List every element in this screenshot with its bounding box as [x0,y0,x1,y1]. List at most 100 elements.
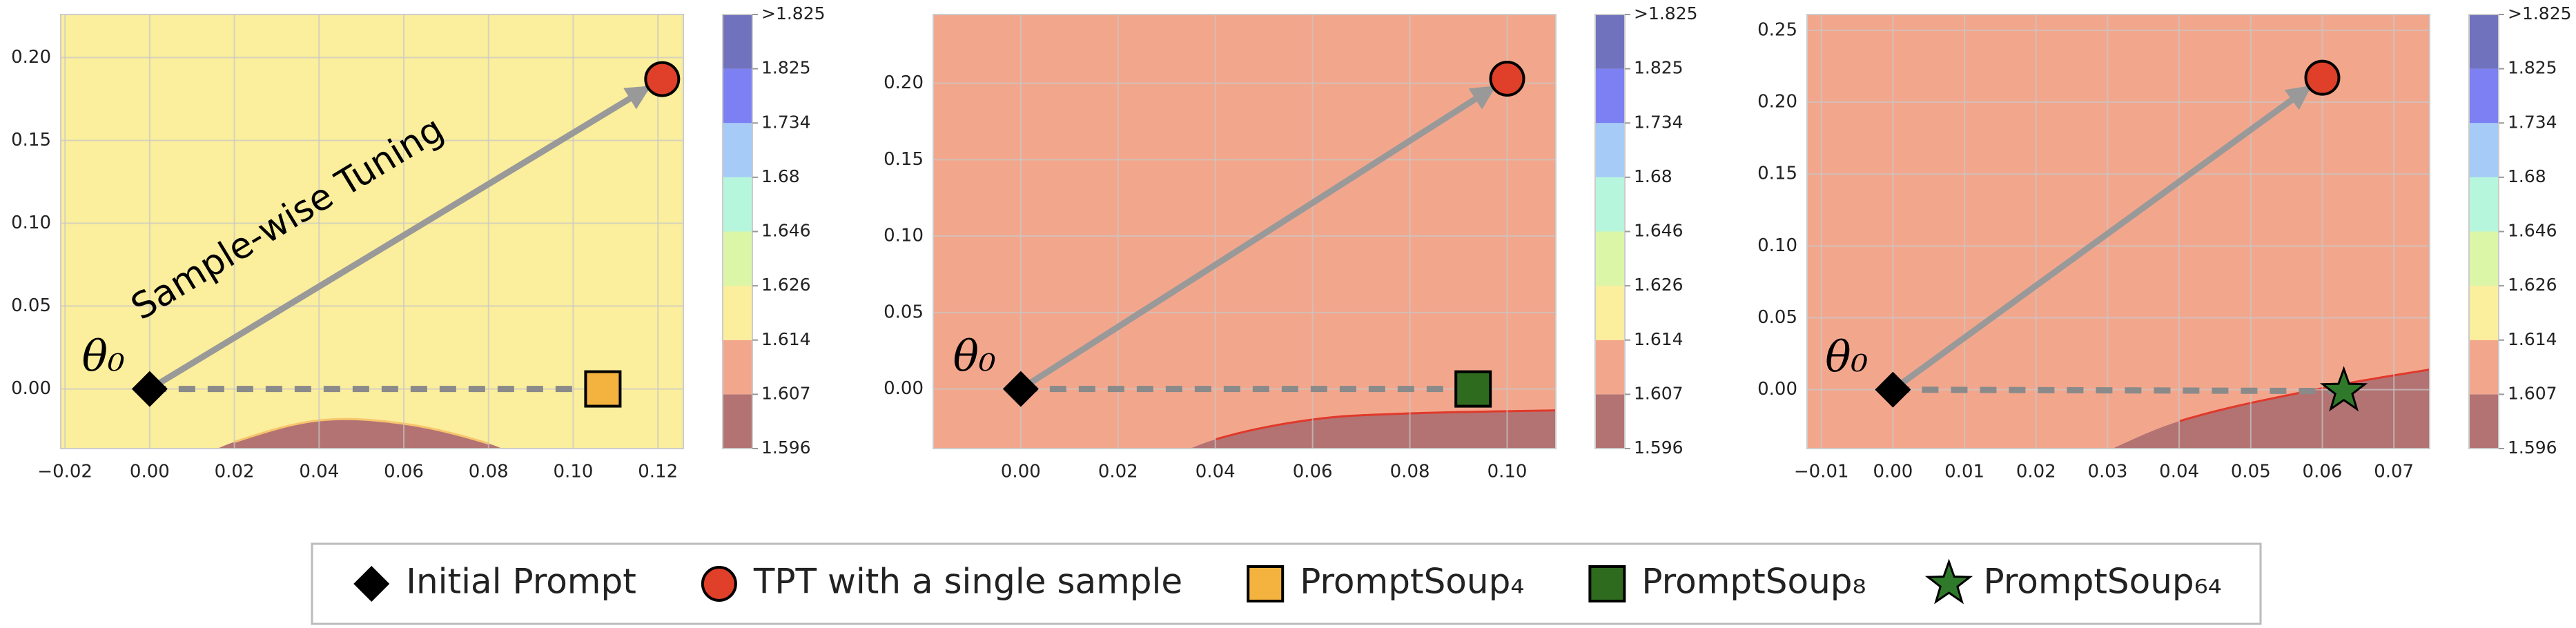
marker-square [1454,370,1492,408]
colorbar-label: 1.646 [761,221,811,241]
colorbar-label: 1.825 [1634,58,1684,78]
colorbar-label: >1.825 [761,3,826,23]
colorbar-label: 1.607 [2508,383,2557,403]
x-tick-label: 0.07 [2374,462,2414,482]
x-tick-label: 0.10 [1487,462,1528,482]
origin-label: θ₀ [953,331,996,382]
legend-label: PromptSoup₆₄ [1984,562,2222,602]
x-tick-label: 0.04 [1196,462,1236,482]
x-tick-label: 0.02 [2016,462,2056,482]
plot-frame [1806,14,2430,449]
colorbar-band [723,68,752,124]
marker-square [1247,565,1285,602]
colorbar-band [1595,68,1625,124]
colorbar-label: 1.734 [2508,112,2557,132]
x-tick-label: 0.00 [1873,462,1913,482]
tuning-arrow [1891,85,2312,393]
x-tick-label: 0.05 [2231,462,2271,482]
x-tick-label: 0.06 [1293,462,1333,482]
colorbar-label: 1.596 [761,438,811,458]
x-tick-label: 0.02 [1098,462,1138,482]
colorbar-band [2469,14,2499,69]
colorbar-band [723,394,752,449]
colorbar-label: 1.626 [2508,275,2557,295]
colorbar-band [723,231,752,286]
plot-area [61,14,683,449]
colorbar-band [723,340,752,395]
x-tick-label: −0.02 [37,462,92,482]
colorbar-band [1595,394,1625,449]
y-tick-label: 0.25 [1757,19,1797,40]
colorbar-label: 1.607 [1634,383,1684,403]
y-tick-label: 0.00 [884,378,924,399]
x-tick-label: 0.12 [638,462,678,482]
colorbar-band [723,123,752,177]
legend-label: Initial Prompt [406,562,636,602]
marker-circle [644,61,681,97]
x-tick-label: 0.00 [130,462,170,482]
colorbar-label: 1.614 [761,329,811,349]
colorbar-band [2469,231,2499,286]
marker-star [2319,366,2368,412]
colorbar-label: 1.596 [1634,438,1684,458]
x-tick-label: 0.02 [215,462,255,482]
legend-label: TPT with a single sample [753,562,1182,602]
contour-line [1215,409,1556,441]
y-tick-label: 0.20 [1757,92,1797,112]
colorbar-label: 1.596 [2508,438,2557,458]
marker-circle [2304,59,2341,96]
colorbar-band [1595,231,1625,286]
panel: 0.00 0.02 0.04 0.06 0.08 0.10 0.00 0.05 0.10 0.15… [884,3,1698,482]
colorbar-band [723,177,752,232]
y-tick-label: 0.00 [11,378,51,399]
x-tick-label: 0.01 [1944,462,1984,482]
x-tick-label: 0.06 [384,462,424,482]
marker-diamond [1875,371,1911,408]
marker-diamond [131,371,168,407]
y-tick-label: 0.10 [11,213,51,233]
colorbar-label: 1.626 [1634,275,1684,295]
x-tick-label: 0.06 [2303,462,2343,482]
colorbar-label: 1.614 [2508,329,2557,349]
y-tick-label: 0.15 [11,130,51,150]
colorbar-band [723,286,752,340]
colorbar-band [1595,177,1625,232]
marker-square [1588,565,1626,602]
legend-label: PromptSoup₄ [1300,562,1524,602]
legend-label: PromptSoup₈ [1641,562,1866,602]
colorbar-band [1595,14,1625,69]
colorbar-label: 1.68 [2508,166,2546,186]
colorbar-label: >1.825 [1634,3,1698,23]
contour-line [234,418,489,445]
colorbar-band [2469,286,2499,340]
y-tick-label: 0.15 [884,149,924,170]
x-tick-label: 0.08 [1390,462,1430,482]
colorbar-label: 1.68 [1634,166,1672,186]
y-tick-label: 0.05 [1757,307,1797,328]
colorbar-label: 1.646 [1634,221,1684,241]
colorbar-band [2469,123,2499,177]
y-tick-label: 0.05 [884,302,924,322]
colorbar-label: 1.626 [761,275,811,295]
y-tick-label: 0.10 [884,226,924,246]
x-tick-label: 0.10 [554,462,594,482]
y-tick-label: 0.20 [11,47,51,68]
tuning-arrow [1019,86,1496,392]
panel: −0.02 0.00 0.02 0.04 0.06 0.08 0.10 0.12 0.00 0.0… [11,3,826,482]
legend: Initial Prompt TPT with a single sample Pr… [353,558,2222,605]
colorbar-band [2469,394,2499,449]
marker-circle [1489,61,1525,97]
x-tick-label: −0.01 [1794,462,1849,482]
colorbar-label: >1.825 [2508,3,2572,23]
colorbar-label: 1.734 [761,112,811,132]
colorbar-band [1595,123,1625,177]
colorbar-band [1595,286,1625,340]
contour-region [61,14,683,449]
x-tick-label: 0.08 [469,462,509,482]
y-tick-label: 0.10 [1757,235,1797,256]
contour-region [933,14,1556,449]
colorbar-label: 1.68 [761,166,800,186]
origin-label: θ₀ [82,331,125,382]
origin-label: θ₀ [1825,332,1868,382]
